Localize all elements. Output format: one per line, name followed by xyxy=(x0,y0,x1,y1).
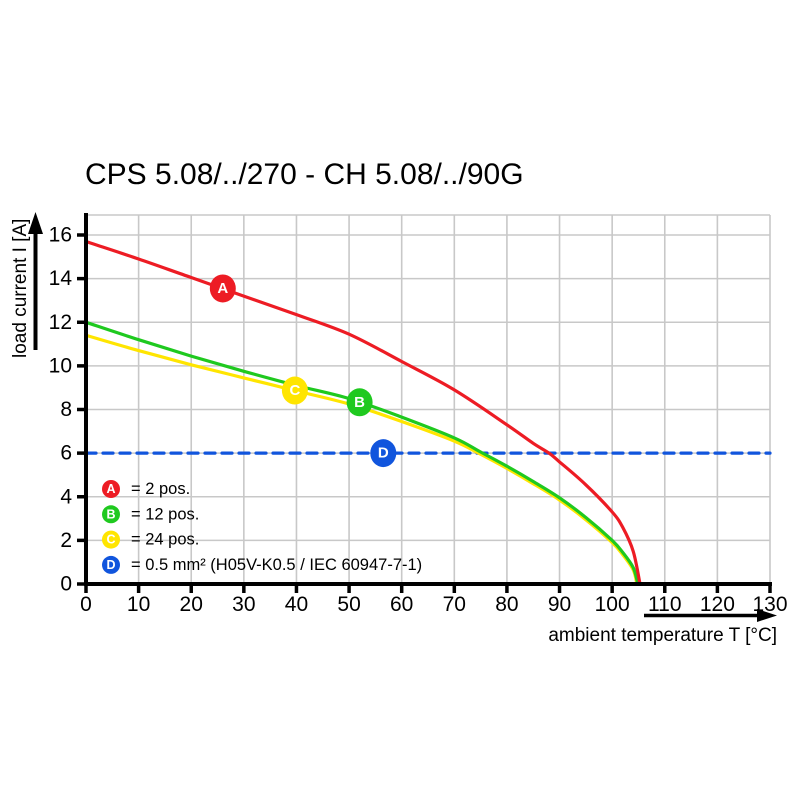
marker-d xyxy=(370,439,397,468)
y-axis-arrow-icon xyxy=(28,212,43,350)
marker-a xyxy=(209,274,236,303)
x-tick-label-70: 70 xyxy=(443,593,466,616)
chart-title: CPS 5.08/../270 - CH 5.08/../90G xyxy=(85,158,524,191)
curve-b-12-pos- xyxy=(84,320,640,586)
marker-a-letter: A xyxy=(217,280,228,297)
y-tick-label-10: 10 xyxy=(49,354,72,377)
x-tick-label-120: 120 xyxy=(700,593,735,616)
legend-swatch-a xyxy=(102,480,120,498)
legend-swatch-letter-c: C xyxy=(106,533,115,547)
y-tick-label-14: 14 xyxy=(49,267,73,290)
marker-b xyxy=(346,388,373,417)
legend-swatch-d xyxy=(102,555,120,574)
y-tick-label-8: 8 xyxy=(60,398,72,421)
y-tick-label-4: 4 xyxy=(60,485,72,508)
x-tick-label-110: 110 xyxy=(648,593,681,616)
x-axis-label: ambient temperature T [°C] xyxy=(548,625,777,646)
legend-item-label-d: = 0.5 mm² (H05V-K0.5 / IEC 60947-7-1) xyxy=(131,556,422,574)
x-tick-label-10: 10 xyxy=(127,593,150,616)
x-tick-label-100: 100 xyxy=(595,593,630,616)
x-tick-label-40: 40 xyxy=(285,593,308,616)
marker-c xyxy=(281,376,308,405)
x-tick-label-20: 20 xyxy=(180,593,203,616)
legend-swatch-letter-d: D xyxy=(106,558,115,572)
y-tick-label-0: 0 xyxy=(60,573,72,596)
y-tick-label-2: 2 xyxy=(60,529,72,552)
plot-area: 0 10 20 30 40 50 60 70 80 90 100 110 120 130 0 2 4 6 8 10 12… xyxy=(49,213,788,616)
marker-c-letter: C xyxy=(289,382,300,399)
x-tick-label-0: 0 xyxy=(80,593,92,616)
x-tick-label-80: 80 xyxy=(495,593,518,616)
x-tick-label-90: 90 xyxy=(548,593,571,616)
x-axis-arrow-icon xyxy=(644,609,777,622)
legend-swatch-b xyxy=(102,505,120,524)
x-tick-label-30: 30 xyxy=(232,593,255,616)
legend-item-label-a: = 2 pos. xyxy=(131,480,190,498)
legend-swatch-letter-a: A xyxy=(106,482,115,496)
legend-item-label-c: = 24 pos. xyxy=(131,531,199,549)
y-axis-label: load current I [A] xyxy=(10,219,31,358)
x-tick-label-50: 50 xyxy=(337,593,360,616)
legend-swatch-c xyxy=(102,530,120,549)
y-tick-label-16: 16 xyxy=(49,224,72,247)
x-tick-label-60: 60 xyxy=(390,593,413,616)
x-tick-label-130: 130 xyxy=(752,593,787,616)
marker-d-letter: D xyxy=(378,445,389,462)
legend-item-label-b: = 12 pos. xyxy=(131,505,199,523)
marker-b-letter: B xyxy=(354,394,365,411)
legend-swatch-letter-b: B xyxy=(106,507,115,521)
y-tick-label-12: 12 xyxy=(49,311,72,334)
y-tick-label-6: 6 xyxy=(60,442,72,465)
